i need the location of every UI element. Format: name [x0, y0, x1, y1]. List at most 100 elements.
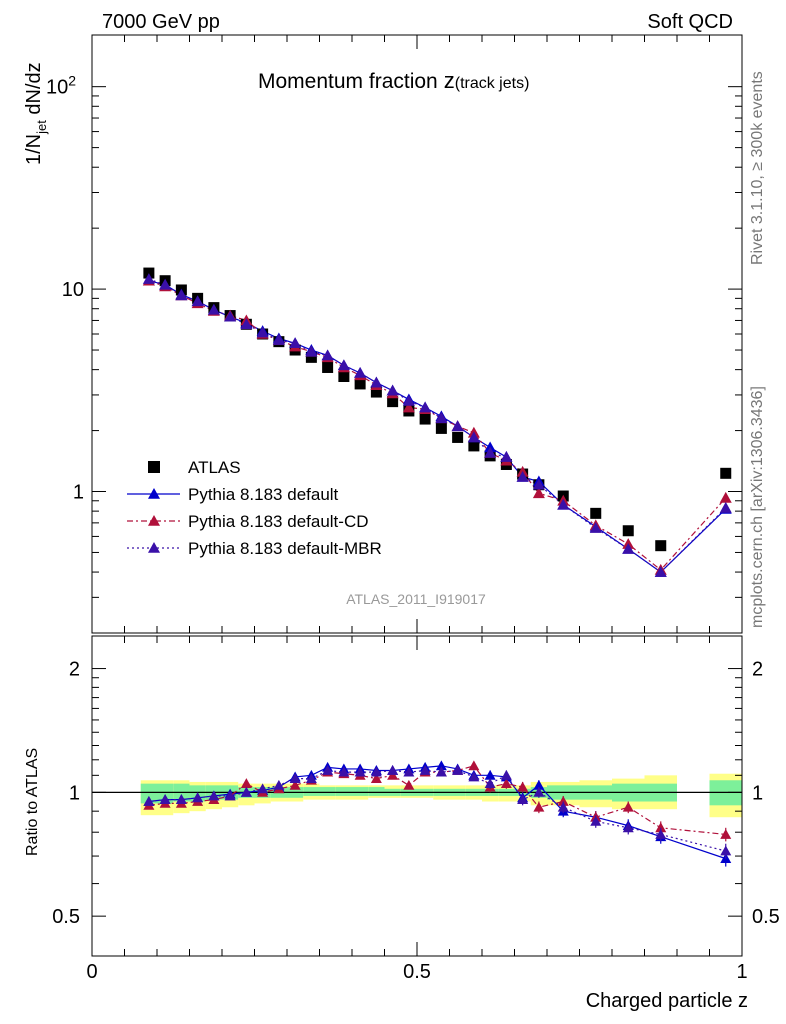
ratio-point	[517, 794, 529, 805]
ratio-point	[557, 796, 569, 806]
atlas-point	[305, 351, 317, 363]
ratio-point	[338, 766, 350, 777]
ratio-point	[500, 778, 512, 789]
mc-point	[419, 401, 432, 413]
mc-point	[402, 394, 415, 406]
mc-point	[289, 337, 302, 349]
band-green	[335, 787, 352, 796]
top-ylabel-main: 1/N	[23, 134, 45, 165]
x-axis-label: Charged particle z	[586, 990, 748, 1012]
mc-point	[516, 470, 529, 482]
ratio-line	[148, 769, 726, 852]
band-green	[140, 783, 157, 804]
ratio-y-tick-label-right: 2	[752, 659, 763, 681]
chart-title-paren: (track jets)	[455, 75, 530, 92]
mc-point	[532, 478, 545, 490]
ratio-y-tick-label-right: 1	[752, 782, 763, 804]
ratio-y-tick-label: 2	[69, 659, 80, 681]
mc-point	[435, 412, 448, 424]
ratio-point	[143, 796, 155, 806]
mc-point	[272, 334, 285, 345]
top-ylabel-sub: jet	[34, 120, 49, 135]
mc-point	[484, 441, 497, 453]
ratio-point	[273, 779, 285, 790]
mcplots-label: mcplots.cern.ch [arXiv:1306.3436]	[749, 386, 766, 628]
mc-point	[532, 487, 545, 499]
y-tick-label-exp: 2	[68, 73, 76, 89]
ratio-point	[533, 801, 545, 812]
ratio-point	[322, 765, 334, 775]
rivet-label: Rivet 3.1.10, ≥ 300k events	[749, 71, 766, 265]
ratio-point	[159, 794, 171, 805]
legend-label: Pythia 8.183 default	[188, 485, 339, 504]
band-green	[352, 787, 369, 796]
atlas-point	[387, 396, 399, 408]
mc-point	[451, 420, 464, 432]
mc-point	[500, 451, 513, 462]
ratio-point	[370, 766, 382, 777]
ratio-point	[208, 790, 220, 801]
atlas-point	[354, 378, 366, 390]
y-tick-label: 1	[73, 482, 84, 504]
ratio-point	[305, 773, 317, 784]
y-tick-label: 102	[46, 73, 76, 99]
ratio-point	[468, 760, 480, 771]
ratio-point	[533, 786, 545, 797]
ratio-y-tick-label: 1	[69, 782, 80, 804]
ratio-point	[370, 773, 382, 784]
legend-marker-atlas	[148, 461, 160, 473]
mc-point	[354, 367, 367, 378]
ratio-point	[224, 790, 236, 801]
legend: ATLAS Pythia 8.183 default Pythia 8.183 de…	[127, 458, 382, 558]
atlas-point	[590, 507, 602, 519]
mc-point	[402, 401, 415, 413]
header-left: 7000 GeV pp	[102, 11, 220, 33]
mc-point	[256, 326, 269, 338]
atlas-point	[720, 467, 732, 479]
atlas-point	[468, 440, 480, 452]
mc-point	[484, 446, 497, 458]
ratio-point	[720, 845, 732, 856]
atlas-point	[322, 361, 334, 373]
ratio-point	[557, 801, 569, 812]
ratio-point	[655, 828, 667, 839]
atlas-point	[338, 370, 350, 382]
atlas-point	[370, 386, 382, 398]
ratio-point	[240, 786, 252, 797]
atlas-point	[622, 525, 634, 537]
chart-title-var: z	[444, 68, 455, 93]
legend-label: Pythia 8.183 default-CD	[188, 512, 369, 531]
atlas-point	[452, 431, 464, 443]
mc-point	[719, 501, 732, 513]
ratio-point	[192, 792, 204, 803]
header-right: Soft QCD	[647, 11, 733, 33]
chart-title: Momentum fraction z(track jets)	[258, 68, 529, 93]
ratio-point	[484, 778, 496, 789]
top-ylabel-rest: dN/dz	[23, 62, 45, 120]
ratio-point	[419, 765, 431, 775]
mc-point	[557, 498, 570, 510]
legend-marker	[148, 542, 160, 553]
mc-point	[305, 345, 318, 357]
ratio-point	[720, 828, 732, 839]
legend-marker	[148, 488, 160, 499]
ratio-point	[289, 779, 301, 790]
legend-label: ATLAS	[188, 458, 241, 477]
ratio-point	[175, 794, 187, 805]
ratio-y-tick-label-right: 0.5	[752, 906, 780, 928]
ratio-point	[387, 765, 399, 775]
mc-point	[337, 359, 350, 371]
ratio-point	[484, 769, 496, 780]
chart-title-main: Momentum fraction	[258, 70, 438, 93]
x-tick-label: 0	[86, 961, 97, 983]
mc-point	[622, 543, 635, 554]
mc-point	[191, 295, 204, 307]
ratio-point	[533, 779, 545, 790]
mc-point	[370, 376, 383, 388]
x-tick-label: 1	[736, 961, 747, 983]
atlas-point	[655, 540, 667, 552]
bottom-plot: 0 0.5 1 0.5 0.5 1 1 2 2	[52, 635, 780, 983]
band-green	[303, 787, 320, 796]
mc-point	[175, 289, 188, 301]
